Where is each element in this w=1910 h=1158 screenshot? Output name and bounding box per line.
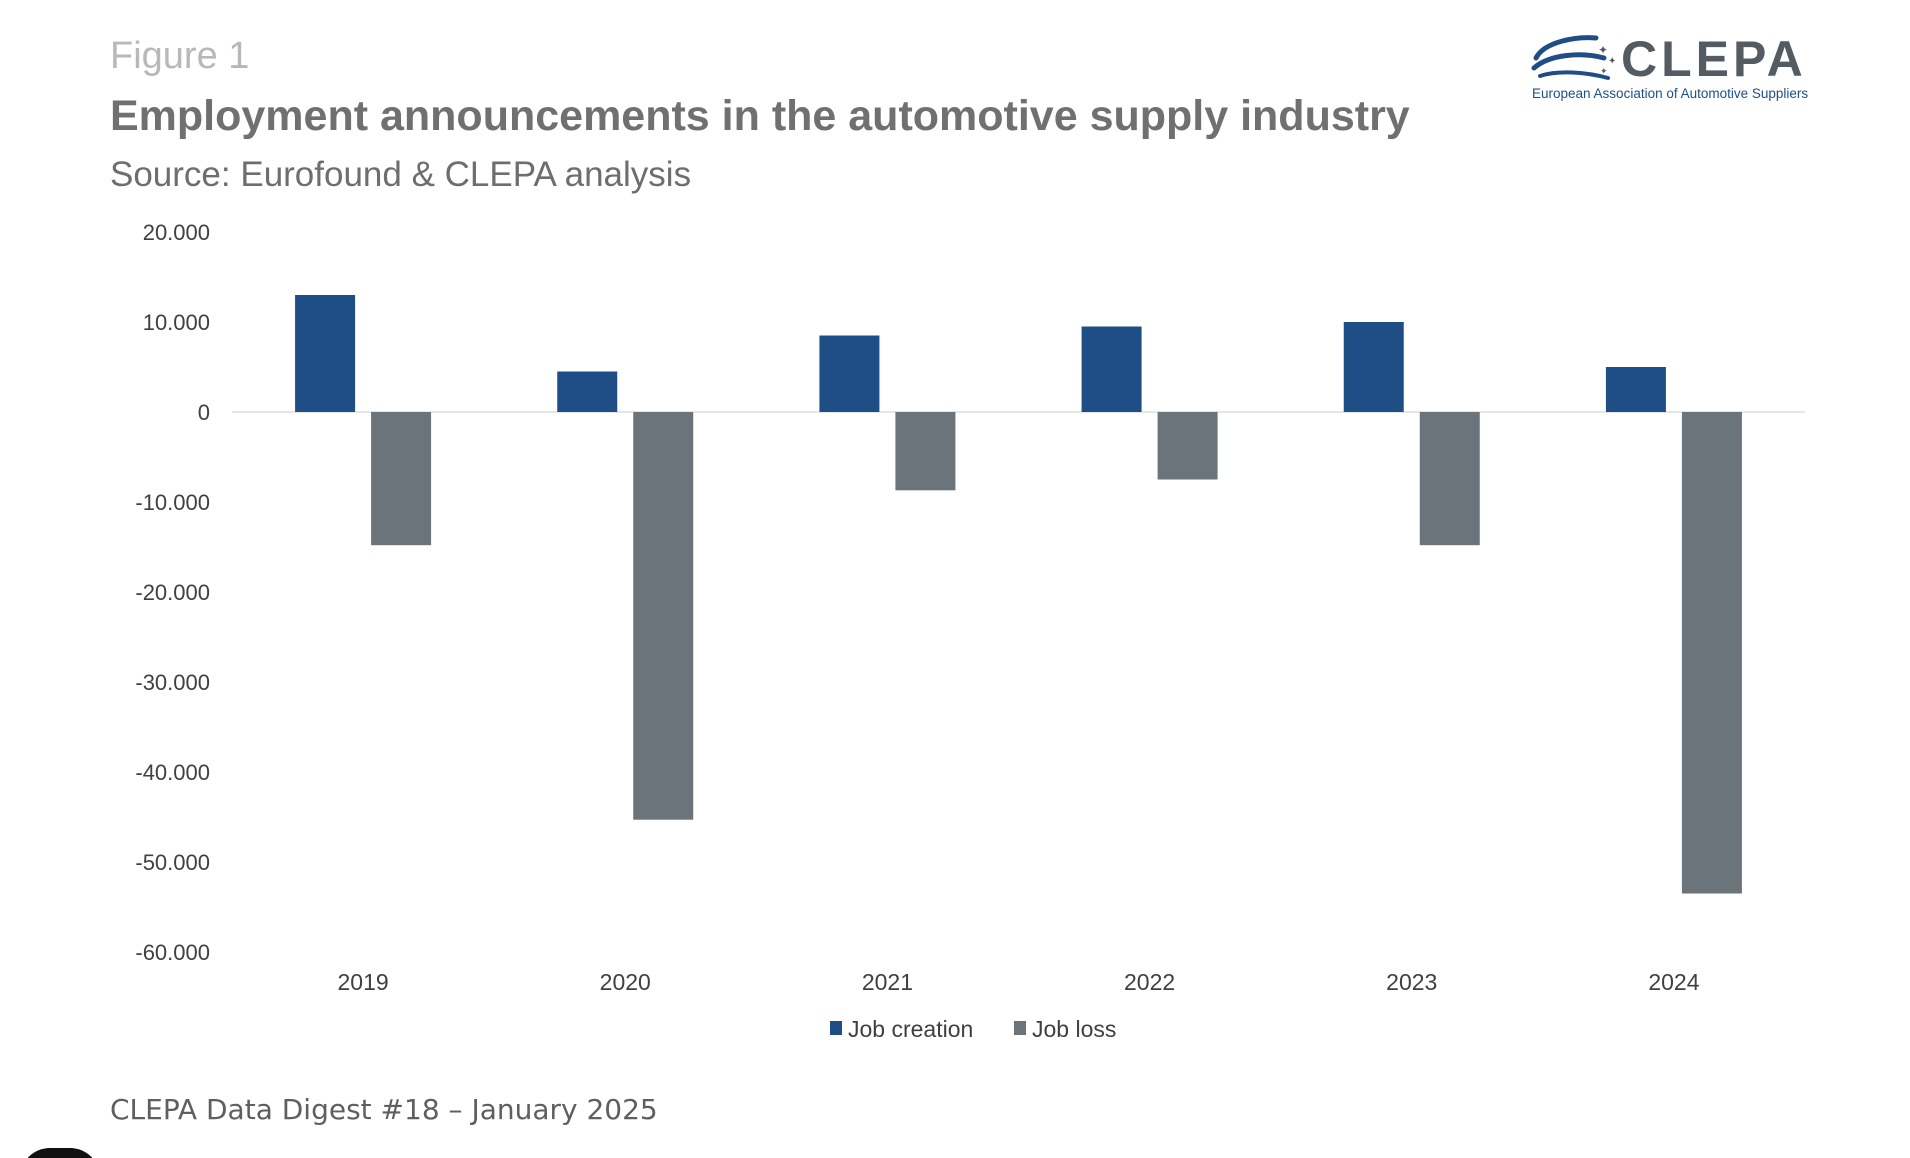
- clepa-swoosh-logo-icon: ✦ ✦ ✦: [1531, 35, 1616, 80]
- svg-text:✦: ✦: [1598, 43, 1608, 57]
- y-tick-label: -40.000: [135, 760, 210, 785]
- y-tick-label: -30.000: [135, 670, 210, 695]
- logo-wordmark: CLEPA: [1621, 31, 1807, 87]
- x-tick-label: 2024: [1648, 969, 1699, 995]
- job-loss-bar: [1419, 412, 1480, 546]
- bar-chart: 20.000 10.000 0 -10.000 -20.000 -30.000 -40.00…: [135, 220, 1805, 1042]
- logo-tagline: European Association of Automotive Suppl…: [1532, 86, 1809, 101]
- job-loss-bar: [1681, 412, 1742, 894]
- x-tick-label: 2021: [862, 969, 913, 995]
- job-creation-bar: [1081, 326, 1142, 412]
- y-tick-label: -50.000: [135, 850, 210, 875]
- y-tick-label: -10.000: [135, 490, 210, 515]
- x-tick-label: 2022: [1124, 969, 1175, 995]
- y-tick-label: 0: [198, 400, 210, 425]
- chart-title: Employment announcements in the automoti…: [110, 92, 1410, 140]
- legend-label: Job creation: [848, 1016, 973, 1042]
- chart-subtitle: Source: Eurofound & CLEPA analysis: [110, 155, 692, 194]
- legend-label: Job loss: [1032, 1016, 1116, 1042]
- job-loss-bar: [1157, 412, 1218, 480]
- y-tick-label: -60.000: [135, 940, 210, 965]
- x-tick-label: 2020: [600, 969, 651, 995]
- job-creation-bar: [557, 371, 618, 412]
- y-tick-label: 20.000: [143, 220, 210, 245]
- x-tick-label: 2019: [337, 969, 388, 995]
- job-loss-bar: [895, 412, 956, 491]
- job-creation-bar: [1605, 367, 1666, 412]
- figure-label: Figure 1: [110, 35, 250, 77]
- corner-overlay: [20, 1148, 100, 1158]
- job-loss-bar: [371, 412, 432, 546]
- legend-swatch: [1014, 1021, 1026, 1035]
- legend-swatch: [830, 1021, 842, 1035]
- footer-citation: CLEPA Data Digest #18 – January 2025: [110, 1093, 658, 1126]
- job-creation-bar: [1343, 322, 1404, 412]
- job-creation-bar: [295, 295, 356, 412]
- svg-text:✦: ✦: [1600, 67, 1608, 77]
- y-tick-label: -20.000: [135, 580, 210, 605]
- job-creation-bar: [819, 335, 880, 412]
- y-tick-label: 10.000: [143, 310, 210, 335]
- job-loss-bar: [633, 412, 694, 820]
- clepa-logo: ✦ ✦ ✦ CLEPA European Association of Auto…: [1530, 28, 1830, 108]
- x-tick-label: 2023: [1386, 969, 1437, 995]
- svg-text:✦: ✦: [1608, 56, 1616, 67]
